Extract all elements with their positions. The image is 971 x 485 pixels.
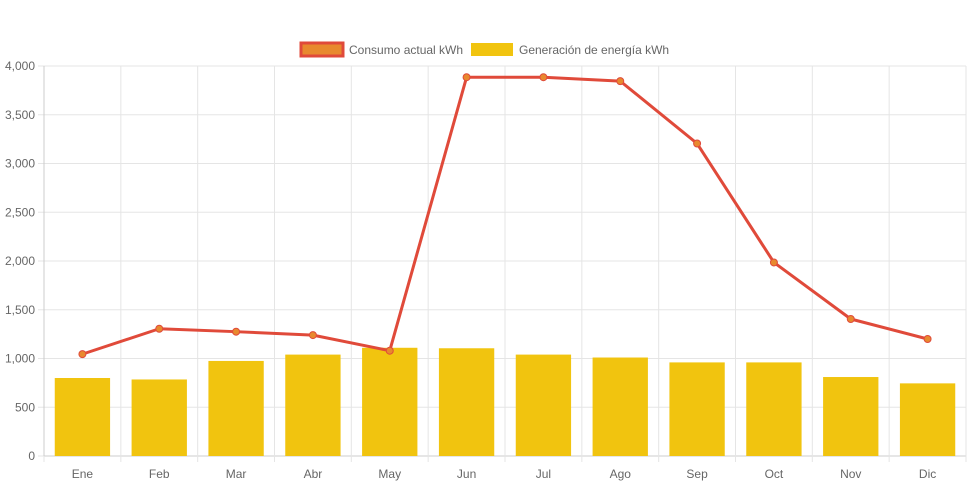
bar-generacion[interactable] [285,354,341,456]
bar-generacion[interactable] [131,379,187,456]
y-tick-label: 0 [28,449,35,463]
x-tick-label: Mar [226,467,247,481]
line-consumo [81,75,928,356]
x-tick-label: May [378,467,401,481]
bar-generacion[interactable] [592,357,648,456]
x-tick-label: Jun [457,467,476,481]
point-consumo[interactable] [308,331,317,340]
bar-generacion[interactable] [515,354,572,456]
point-consumo[interactable] [78,350,87,359]
bar-generacion[interactable] [746,362,802,456]
bar-generacion[interactable] [823,377,879,456]
x-tick-label: Ene [72,467,94,481]
grid [43,65,967,462]
bar-series [54,347,956,456]
bar-generacion[interactable] [438,348,495,456]
y-tick-label: 4,000 [5,59,35,73]
point-consumo[interactable] [155,324,164,333]
point-consumo[interactable] [769,258,778,267]
point-consumo[interactable] [923,335,932,343]
bar-generacion[interactable] [208,360,264,456]
y-tick-label: 3,000 [5,157,35,171]
line-series [78,73,932,359]
x-tick-label: Nov [840,467,861,481]
point-consumo[interactable] [693,139,702,148]
y-tick-label: 1,000 [5,352,35,366]
x-tick-label: Jul [536,467,551,481]
y-tick-label: 1,500 [5,303,35,317]
legend-swatch-generacion [471,43,513,56]
point-consumo[interactable] [616,77,625,86]
point-consumo[interactable] [846,315,855,324]
axes: 0 500 1,000 1,500 2,000 2,500 3,000 3,500 4,000 E… [5,59,936,481]
legend-item-generacion[interactable]: Generación de energía kWh [471,43,669,57]
bar-generacion[interactable] [899,383,956,456]
legend-swatch-consumo [299,41,345,58]
legend[interactable]: Consumo actual kWh Generación de energía… [299,41,669,58]
legend-label-consumo: Consumo actual kWh [349,43,463,57]
bar-generacion[interactable] [362,347,418,456]
x-tick-label: Oct [765,467,784,481]
x-tick-label: Dic [919,467,936,481]
point-consumo[interactable] [539,73,548,82]
y-tick-label: 2,500 [5,205,35,219]
point-consumo[interactable] [462,73,471,82]
y-tick-label: 500 [15,400,35,414]
x-tick-label: Ago [610,467,632,481]
point-consumo[interactable] [232,327,241,336]
x-tick-label: Sep [686,467,708,481]
y-tick-label: 2,000 [5,254,35,268]
legend-item-consumo[interactable]: Consumo actual kWh [299,41,463,58]
x-tick-label: Feb [149,467,170,481]
y-tick-label: 3,500 [5,108,35,122]
point-consumo[interactable] [385,346,394,355]
bar-generacion[interactable] [54,378,111,456]
bar-generacion[interactable] [669,362,725,456]
legend-label-generacion: Generación de energía kWh [519,43,669,57]
x-tick-label: Abr [304,467,323,481]
